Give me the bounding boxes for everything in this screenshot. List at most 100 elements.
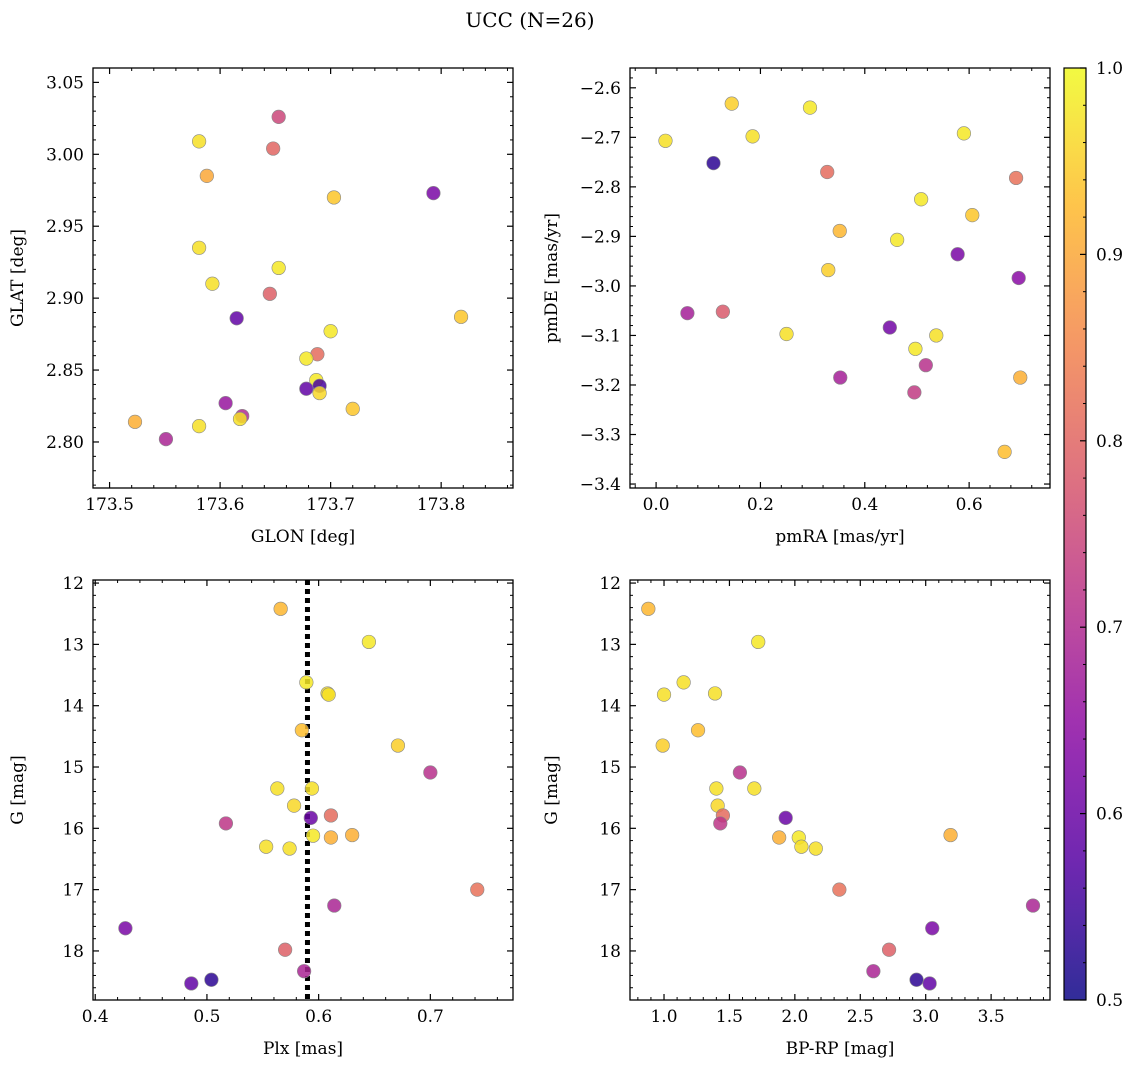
data-point — [453, 309, 469, 324]
data-point — [918, 358, 933, 373]
data-point — [299, 351, 314, 366]
y-tick-label: 16 — [599, 819, 621, 839]
data-point — [273, 601, 288, 616]
data-point — [294, 723, 309, 738]
data-point — [470, 882, 485, 897]
data-point — [282, 841, 297, 856]
panel-bprp-g: 1.0 1.5 2.0 2.5 3.0 3.5 12 13 14 15 16 17 18 BP-RP [m… — [542, 574, 1051, 1059]
y-tick-label: −3.2 — [580, 376, 621, 396]
y-tick-label: 2.95 — [46, 217, 84, 237]
data-point — [266, 141, 281, 156]
y-tick-label: 17 — [62, 881, 84, 901]
data-point — [327, 898, 342, 913]
colorbar-fill — [1064, 68, 1086, 1000]
colorbar: 0.5 0.6 0.7 0.8 0.9 1.0 — [1063, 59, 1123, 1011]
data-point — [299, 675, 314, 690]
y-tick-label: 18 — [599, 942, 621, 962]
data-point — [882, 320, 897, 335]
y-axis-label: G [mag] — [8, 755, 28, 824]
x-tick-label: 173.7 — [306, 495, 355, 515]
data-point — [745, 129, 760, 144]
x-tick-label: 0.6 — [956, 495, 983, 515]
data-point — [199, 168, 214, 183]
x-tick-label: 173.6 — [196, 495, 245, 515]
data-point — [323, 324, 338, 339]
y-tick-label: −2.9 — [580, 227, 621, 247]
figure-title: UCC (N=26) — [465, 8, 594, 32]
data-point — [833, 370, 848, 385]
data-point — [390, 738, 406, 753]
x-tick-label: 173.5 — [85, 495, 134, 515]
data-point — [794, 839, 809, 854]
data-point — [676, 675, 691, 690]
data-point — [192, 240, 207, 255]
data-point — [304, 781, 320, 796]
colorbar-tick-label: 0.7 — [1096, 618, 1123, 638]
y-axis-label: GLAT [deg] — [8, 229, 28, 327]
y-axis-label: G [mag] — [542, 755, 562, 824]
data-point — [297, 964, 312, 979]
y-tick-label: 2.85 — [46, 361, 84, 381]
x-tick-label: 0.0 — [643, 495, 670, 515]
data-point — [262, 286, 277, 301]
data-point — [299, 381, 314, 396]
panel-plx-g: 0.4 0.5 0.6 0.7 12 13 14 15 16 17 18 Plx [mas] G [ma… — [8, 574, 514, 1059]
data-point — [312, 385, 327, 401]
x-axis-label: pmRA [mas/yr] — [775, 527, 904, 547]
colorbar-tick-label: 0.6 — [1096, 805, 1123, 825]
y-tick-label: −3.3 — [580, 426, 621, 446]
x-tick-label: 0.4 — [851, 495, 878, 515]
y-tick-label: −2.8 — [580, 178, 621, 198]
y-tick-label: 14 — [62, 697, 84, 717]
data-point — [965, 207, 980, 223]
y-tick-label: −3.1 — [580, 326, 621, 346]
data-point — [192, 419, 207, 434]
data-point — [345, 401, 360, 416]
data-point — [184, 976, 199, 991]
data-point — [779, 326, 794, 342]
x-tick-label: 0.7 — [417, 1007, 444, 1027]
y-tick-label: 16 — [62, 819, 84, 839]
data-point — [808, 841, 823, 856]
axes-frame — [92, 67, 514, 489]
data-point — [658, 133, 673, 148]
data-point — [890, 232, 905, 247]
data-point — [820, 164, 835, 180]
data-point — [914, 192, 929, 207]
data-point — [922, 976, 937, 991]
data-point — [680, 306, 695, 321]
data-point — [1008, 170, 1024, 186]
y-tick-label: 15 — [62, 758, 84, 778]
data-point — [772, 830, 787, 845]
data-point — [715, 304, 730, 319]
y-tick-label: 12 — [599, 574, 621, 594]
data-point — [747, 781, 762, 796]
x-tick-label: 173.8 — [417, 495, 466, 515]
x-tick-label: 0.4 — [82, 1007, 109, 1027]
y-tick-label: 3.05 — [46, 73, 84, 93]
data-point — [707, 686, 723, 701]
colorbar-tick-label: 1.0 — [1096, 59, 1123, 79]
y-tick-label: 2.90 — [46, 289, 84, 309]
data-point — [1011, 270, 1026, 286]
data-point — [943, 827, 958, 843]
y-tick-label: 2.80 — [46, 433, 84, 453]
colorbar-tick-label: 0.9 — [1096, 245, 1123, 265]
data-point — [881, 942, 897, 957]
data-point — [778, 810, 793, 825]
data-point — [158, 431, 174, 447]
data-point — [724, 96, 739, 111]
data-point — [832, 882, 847, 897]
data-point — [326, 190, 342, 205]
data-point — [218, 816, 234, 831]
data-point — [303, 810, 318, 825]
data-point — [232, 411, 248, 427]
data-point — [1025, 898, 1041, 913]
axes-frame — [92, 579, 514, 1001]
x-tick-label: 2.0 — [781, 1007, 808, 1027]
x-axis-label: Plx [mas] — [263, 1039, 343, 1059]
data-point — [925, 921, 940, 936]
x-tick-label: 0.5 — [193, 1007, 220, 1027]
x-tick-label: 2.5 — [847, 1007, 874, 1027]
data-point — [323, 808, 339, 823]
